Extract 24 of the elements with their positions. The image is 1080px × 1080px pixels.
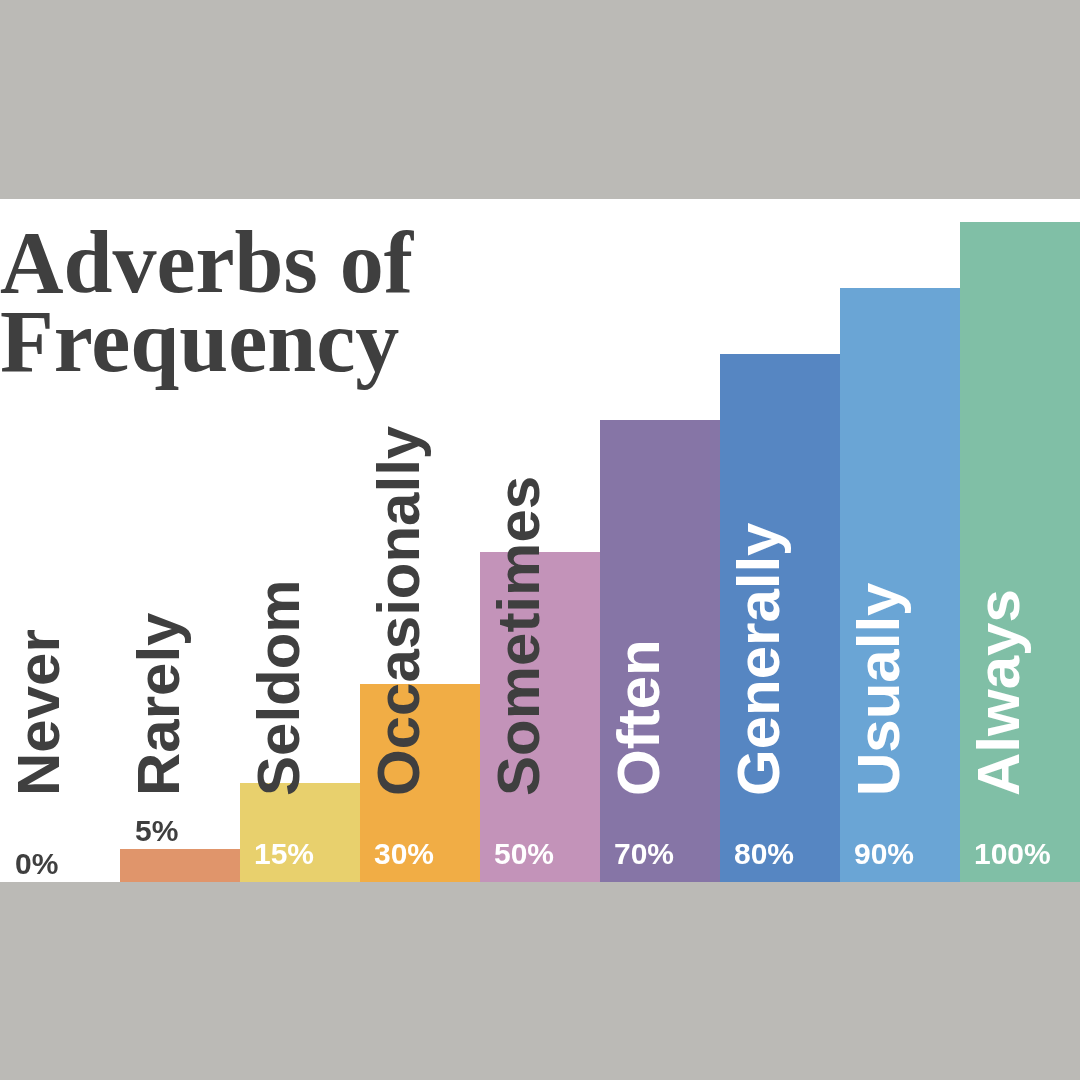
x-tick-label: Never xyxy=(4,629,72,796)
x-tick-label: Occasionally xyxy=(364,425,432,796)
x-tick-label: Seldom xyxy=(244,579,312,796)
data-label: 5% xyxy=(135,813,179,847)
x-tick-label: Usually xyxy=(844,581,912,796)
bar xyxy=(120,849,240,882)
data-label: 100% xyxy=(974,836,1051,870)
chart-title: Adverbs of Frequency xyxy=(0,214,436,390)
data-label: 70% xyxy=(614,836,675,870)
data-label: 80% xyxy=(734,836,795,870)
x-tick-label: Sometimes xyxy=(484,475,552,796)
bar xyxy=(600,420,720,882)
bar xyxy=(840,288,960,882)
x-tick-label: Always xyxy=(964,589,1032,796)
data-label: 15% xyxy=(254,836,315,870)
data-label: 30% xyxy=(374,836,435,870)
data-label: 0% xyxy=(15,846,59,880)
x-tick-label: Rarely xyxy=(124,611,192,796)
bar xyxy=(720,354,840,882)
bar xyxy=(960,222,1080,882)
x-tick-label: Often xyxy=(604,639,672,796)
x-tick-label: Generally xyxy=(724,521,792,796)
data-label: 90% xyxy=(854,836,915,870)
data-label: 50% xyxy=(494,836,555,870)
